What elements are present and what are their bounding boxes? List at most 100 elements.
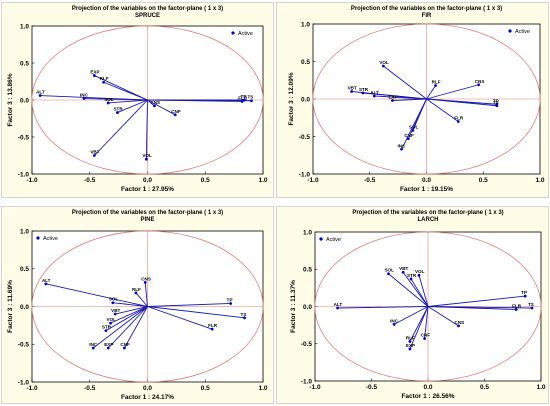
point-flr — [514, 308, 518, 311]
vector-rlf — [409, 306, 429, 342]
point-rlf — [102, 80, 106, 84]
label-vbt: VBT — [90, 150, 99, 155]
y-tick-label: -1.0 — [18, 379, 30, 386]
vector-ts — [147, 306, 245, 319]
label-vbt: VBT — [348, 86, 357, 91]
vector-str — [410, 278, 429, 307]
point-vol — [381, 64, 385, 68]
label-vol: VOL — [107, 317, 117, 322]
label-str: STR — [113, 107, 123, 112]
y-tick-label: 0.0 — [20, 304, 29, 311]
x-axis-label: Factor 1 : 24.17% — [121, 394, 174, 401]
point-exp — [391, 99, 394, 102]
point-alt — [372, 94, 376, 98]
x-tick-label: -0.5 — [84, 385, 96, 392]
point-ts — [495, 104, 499, 108]
point-tp — [523, 294, 527, 298]
label-cns: CNS — [455, 320, 465, 325]
x-axis-label: Factor 1 : 26.56% — [401, 393, 454, 400]
point-tp — [243, 98, 246, 102]
point-rlf — [408, 340, 412, 343]
point-sol — [387, 272, 390, 276]
x-tick-label: 1.0 — [536, 384, 545, 391]
label-flr: FLR — [454, 116, 464, 121]
chart-panel-larch: Projection of the variables on the facto… — [276, 206, 549, 404]
x-tick-label: 0.5 — [201, 385, 210, 392]
label-inc: INC — [398, 143, 407, 148]
point-str — [409, 277, 413, 281]
point-cns — [143, 280, 147, 284]
label-inc: INC — [80, 93, 89, 98]
y-tick-label: 0.0 — [20, 97, 29, 104]
label-cnf: CNF — [404, 133, 414, 138]
y-tick-label: -0.5 — [18, 342, 30, 349]
x-tick-label: -1.0 — [307, 177, 319, 184]
vector-inc — [83, 98, 148, 101]
label-vol: VOL — [379, 60, 389, 65]
label-exp: EXP — [90, 70, 99, 75]
vector-inc — [401, 98, 427, 150]
point-exp — [92, 74, 96, 77]
correlation-circle — [312, 23, 541, 175]
vector-cns — [144, 282, 148, 307]
label-cnf: CNF — [171, 109, 181, 114]
chart-title: Projection of the variables on the facto… — [352, 210, 503, 216]
legend-label: Active — [326, 237, 341, 243]
correlation-circle — [31, 25, 264, 175]
correlation-circle — [31, 230, 264, 383]
legend-marker — [508, 29, 512, 33]
point-cnf — [423, 337, 427, 340]
label-cns: CNS — [141, 276, 151, 281]
y-tick-label: 0.5 — [20, 60, 29, 67]
y-tick-label: 0.0 — [303, 304, 312, 311]
vector-flr — [427, 306, 517, 310]
point-flr — [456, 120, 460, 123]
label-cnf: CNF — [120, 342, 130, 347]
x-tick-label: -0.5 — [84, 177, 96, 184]
x-tick-label: 1.0 — [258, 385, 267, 392]
chart-panel-fir: Projection of the variables on the facto… — [276, 2, 549, 198]
biplot-pine: Projection of the variables on the facto… — [1, 206, 274, 404]
label-vbt: VBT — [399, 266, 408, 271]
label-str: STR — [102, 325, 112, 330]
point-vbt — [113, 312, 117, 316]
vector-cns — [426, 84, 479, 100]
x-axis-label: Factor 1 : 27.95% — [121, 186, 174, 193]
label-ts: TS — [247, 95, 253, 100]
point-cnf — [123, 346, 126, 350]
x-tick-label: 0.5 — [480, 384, 489, 391]
label-vbt: VBT — [111, 308, 120, 313]
point-inc — [392, 322, 396, 326]
vector-exp — [107, 306, 148, 349]
x-tick-label: 0.5 — [201, 177, 210, 184]
correlation-circle — [314, 231, 542, 382]
label-cns: CNS — [475, 79, 485, 84]
vector-vol — [383, 65, 427, 100]
y-axis-label: Factor 3 : 11.69% — [7, 280, 14, 333]
chart-title: Projection of the variables on the facto… — [72, 210, 223, 216]
x-tick-label: -1.0 — [26, 385, 38, 392]
label-str: STR — [359, 87, 369, 92]
legend-label: Active — [238, 31, 253, 37]
label-exp: EXP — [406, 343, 415, 348]
vector-exp — [94, 75, 148, 101]
y-tick-label: 0.5 — [303, 267, 312, 274]
point-tp — [229, 302, 233, 305]
y-tick-label: 0.0 — [301, 96, 310, 103]
label-flr: FLR — [238, 95, 248, 100]
label-sol: SOL — [109, 297, 119, 302]
biplot-larch: Projection of the variables on the facto… — [276, 206, 549, 404]
y-tick-label: -1.0 — [301, 378, 313, 385]
vector-str — [105, 306, 148, 332]
vector-vol — [418, 275, 429, 307]
y-tick-label: 1.0 — [303, 229, 312, 236]
label-rlf: RLF — [132, 287, 141, 292]
point-cns — [153, 104, 156, 108]
vector-vol — [145, 99, 148, 160]
vector-inc — [393, 306, 429, 325]
biplot-spruce: Projection of the variables on the facto… — [1, 2, 274, 198]
y-tick-label: 0.5 — [20, 266, 29, 273]
chart-subtitle: SPRUCE — [135, 13, 160, 19]
y-tick-label: 1.0 — [20, 23, 29, 30]
point-inc — [91, 346, 95, 350]
